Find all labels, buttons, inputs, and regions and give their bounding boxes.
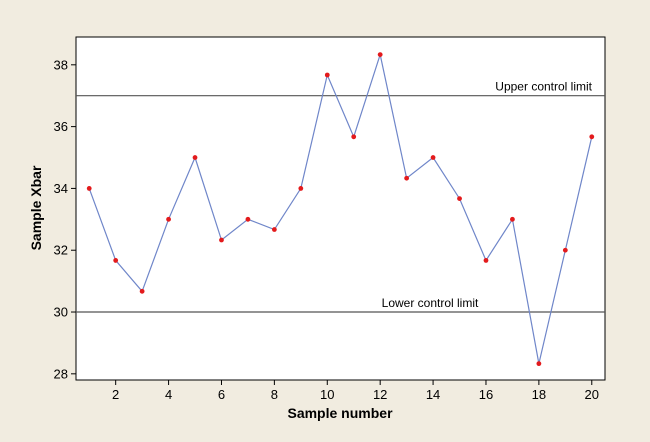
data-point xyxy=(166,216,171,222)
data-point xyxy=(245,216,251,222)
x-tick-label: 14 xyxy=(426,387,440,402)
y-tick-label: 34 xyxy=(54,181,68,196)
y-tick-label: 28 xyxy=(54,366,68,381)
data-point xyxy=(483,258,489,263)
data-point xyxy=(139,288,145,294)
x-tick-label: 2 xyxy=(112,387,119,402)
data-point xyxy=(298,186,304,191)
data-point xyxy=(404,175,410,181)
data-point xyxy=(562,247,568,253)
y-tick-label: 30 xyxy=(54,305,68,320)
control-limits: Upper control limit Lower control limit xyxy=(76,80,605,313)
data-point xyxy=(457,196,462,202)
x-tick-label: 16 xyxy=(479,387,493,402)
series-line xyxy=(88,52,593,364)
upper-control-limit-label: Upper control limit xyxy=(495,80,592,94)
series-layer xyxy=(86,52,595,367)
axes-layer: 2 4 6 8 10 12 14 16 18 20 28 30 32 34 36 38 xyxy=(54,57,599,402)
y-tick-label: 32 xyxy=(54,243,68,258)
data-point xyxy=(536,361,542,367)
y-tick-label: 36 xyxy=(54,119,68,134)
x-tick-label: 8 xyxy=(271,387,278,402)
x-tick-label: 4 xyxy=(165,387,172,402)
data-point xyxy=(377,52,383,58)
y-tick-label: 38 xyxy=(54,57,68,72)
lower-control-limit-label: Lower control limit xyxy=(382,296,479,310)
data-point xyxy=(271,227,277,232)
data-point xyxy=(86,186,92,191)
data-point xyxy=(510,216,515,222)
data-point xyxy=(430,155,436,160)
x-tick-label: 6 xyxy=(218,387,225,402)
data-point xyxy=(219,237,224,243)
x-axis-title: Sample number xyxy=(287,405,393,421)
data-point xyxy=(324,72,330,78)
x-tick-label: 18 xyxy=(532,387,546,402)
plot-area xyxy=(75,36,606,381)
data-point xyxy=(589,134,595,140)
data-point xyxy=(192,155,198,160)
x-tick-label: 12 xyxy=(373,387,387,402)
data-point xyxy=(113,258,119,263)
y-axis-title: Sample Xbar xyxy=(28,165,44,250)
x-tick-label: 20 xyxy=(585,387,599,402)
x-tick-label: 10 xyxy=(320,387,334,402)
data-point xyxy=(351,134,357,140)
